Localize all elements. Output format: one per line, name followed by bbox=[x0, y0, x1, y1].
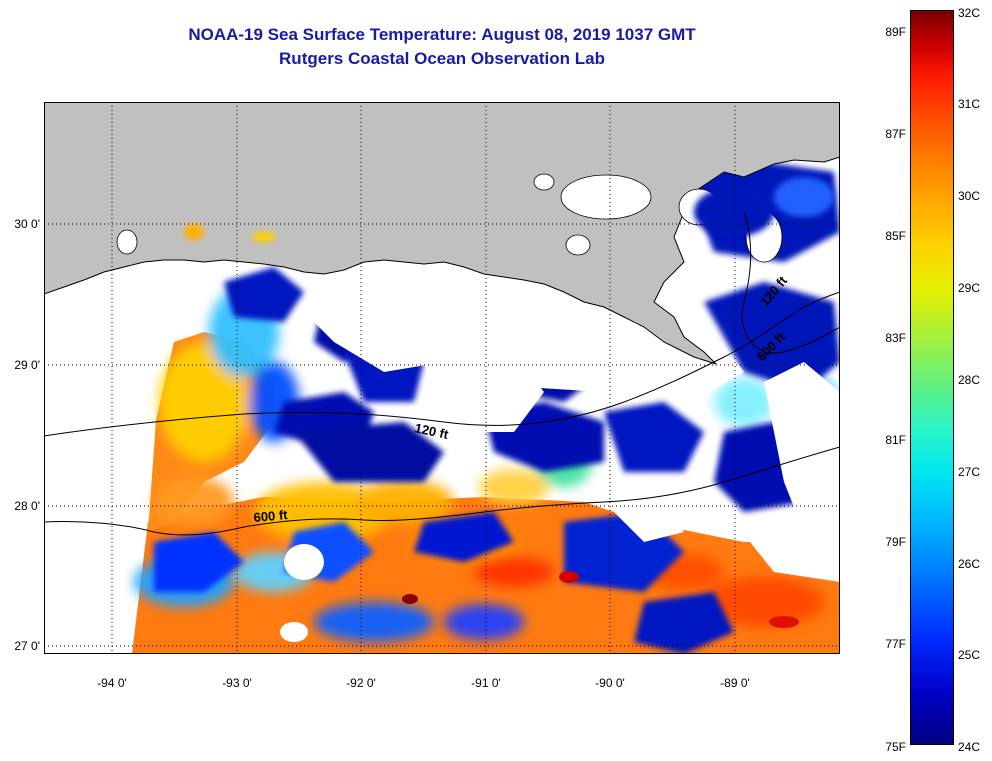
lon-label-90: -90 0' bbox=[595, 676, 625, 690]
lat-label-27: 27 0' bbox=[14, 639, 40, 653]
lat-label-29: 29 0' bbox=[14, 358, 40, 372]
bathymetry-contours bbox=[44, 211, 840, 536]
sst-swath bbox=[132, 162, 840, 654]
lon-label-92: -92 0' bbox=[346, 676, 376, 690]
map-frame bbox=[44, 102, 840, 654]
colorbar-label-81f: 81F bbox=[885, 433, 906, 447]
contour-label-600ft: 600 ft bbox=[253, 507, 289, 525]
lon-label-91: -91 0' bbox=[471, 676, 501, 690]
lon-label-93: -93 0' bbox=[222, 676, 252, 690]
graticule bbox=[44, 102, 840, 654]
colorbar-label-31c: 31C bbox=[958, 97, 981, 111]
map-subtitle: Rutgers Coastal Ocean Observation Lab bbox=[279, 49, 605, 68]
colorbar-label-25c: 25C bbox=[958, 648, 981, 662]
colorbar-label-83f: 83F bbox=[885, 331, 906, 345]
colorbar-label-85f: 85F bbox=[885, 229, 906, 243]
colorbar-label-32c: 32C bbox=[958, 6, 981, 20]
colorbar-label-77f: 77F bbox=[885, 637, 906, 651]
hotspot bbox=[402, 594, 418, 604]
colorbar-label-29c: 29C bbox=[958, 281, 981, 295]
lon-label-94: -94 0' bbox=[97, 676, 127, 690]
temperature-colorbar bbox=[910, 10, 954, 745]
colorbar-label-30c: 30C bbox=[958, 189, 981, 203]
contour-label-120ft: 120 ft bbox=[413, 420, 450, 442]
lon-label-89: -89 0' bbox=[720, 676, 750, 690]
colorbar-label-87f: 87F bbox=[885, 127, 906, 141]
colorbar-label-89f: 89F bbox=[885, 25, 906, 39]
colorbar-label-79f: 79F bbox=[885, 535, 906, 549]
colorbar-label-75f: 75F bbox=[885, 740, 906, 754]
lat-label-30: 30 0' bbox=[14, 217, 40, 231]
map-title: NOAA-19 Sea Surface Temperature: August … bbox=[188, 25, 696, 44]
colorbar-label-26c: 26C bbox=[958, 557, 981, 571]
colorbar-label-27c: 27C bbox=[958, 465, 981, 479]
colorbar-label-28c: 28C bbox=[958, 373, 981, 387]
lat-label-28: 28 0' bbox=[14, 499, 40, 513]
colorbar-label-24c: 24C bbox=[958, 740, 981, 754]
inland-water-data bbox=[184, 177, 834, 242]
sst-map: 120 ft 600 ft 120 ft 600 ft bbox=[44, 102, 840, 654]
